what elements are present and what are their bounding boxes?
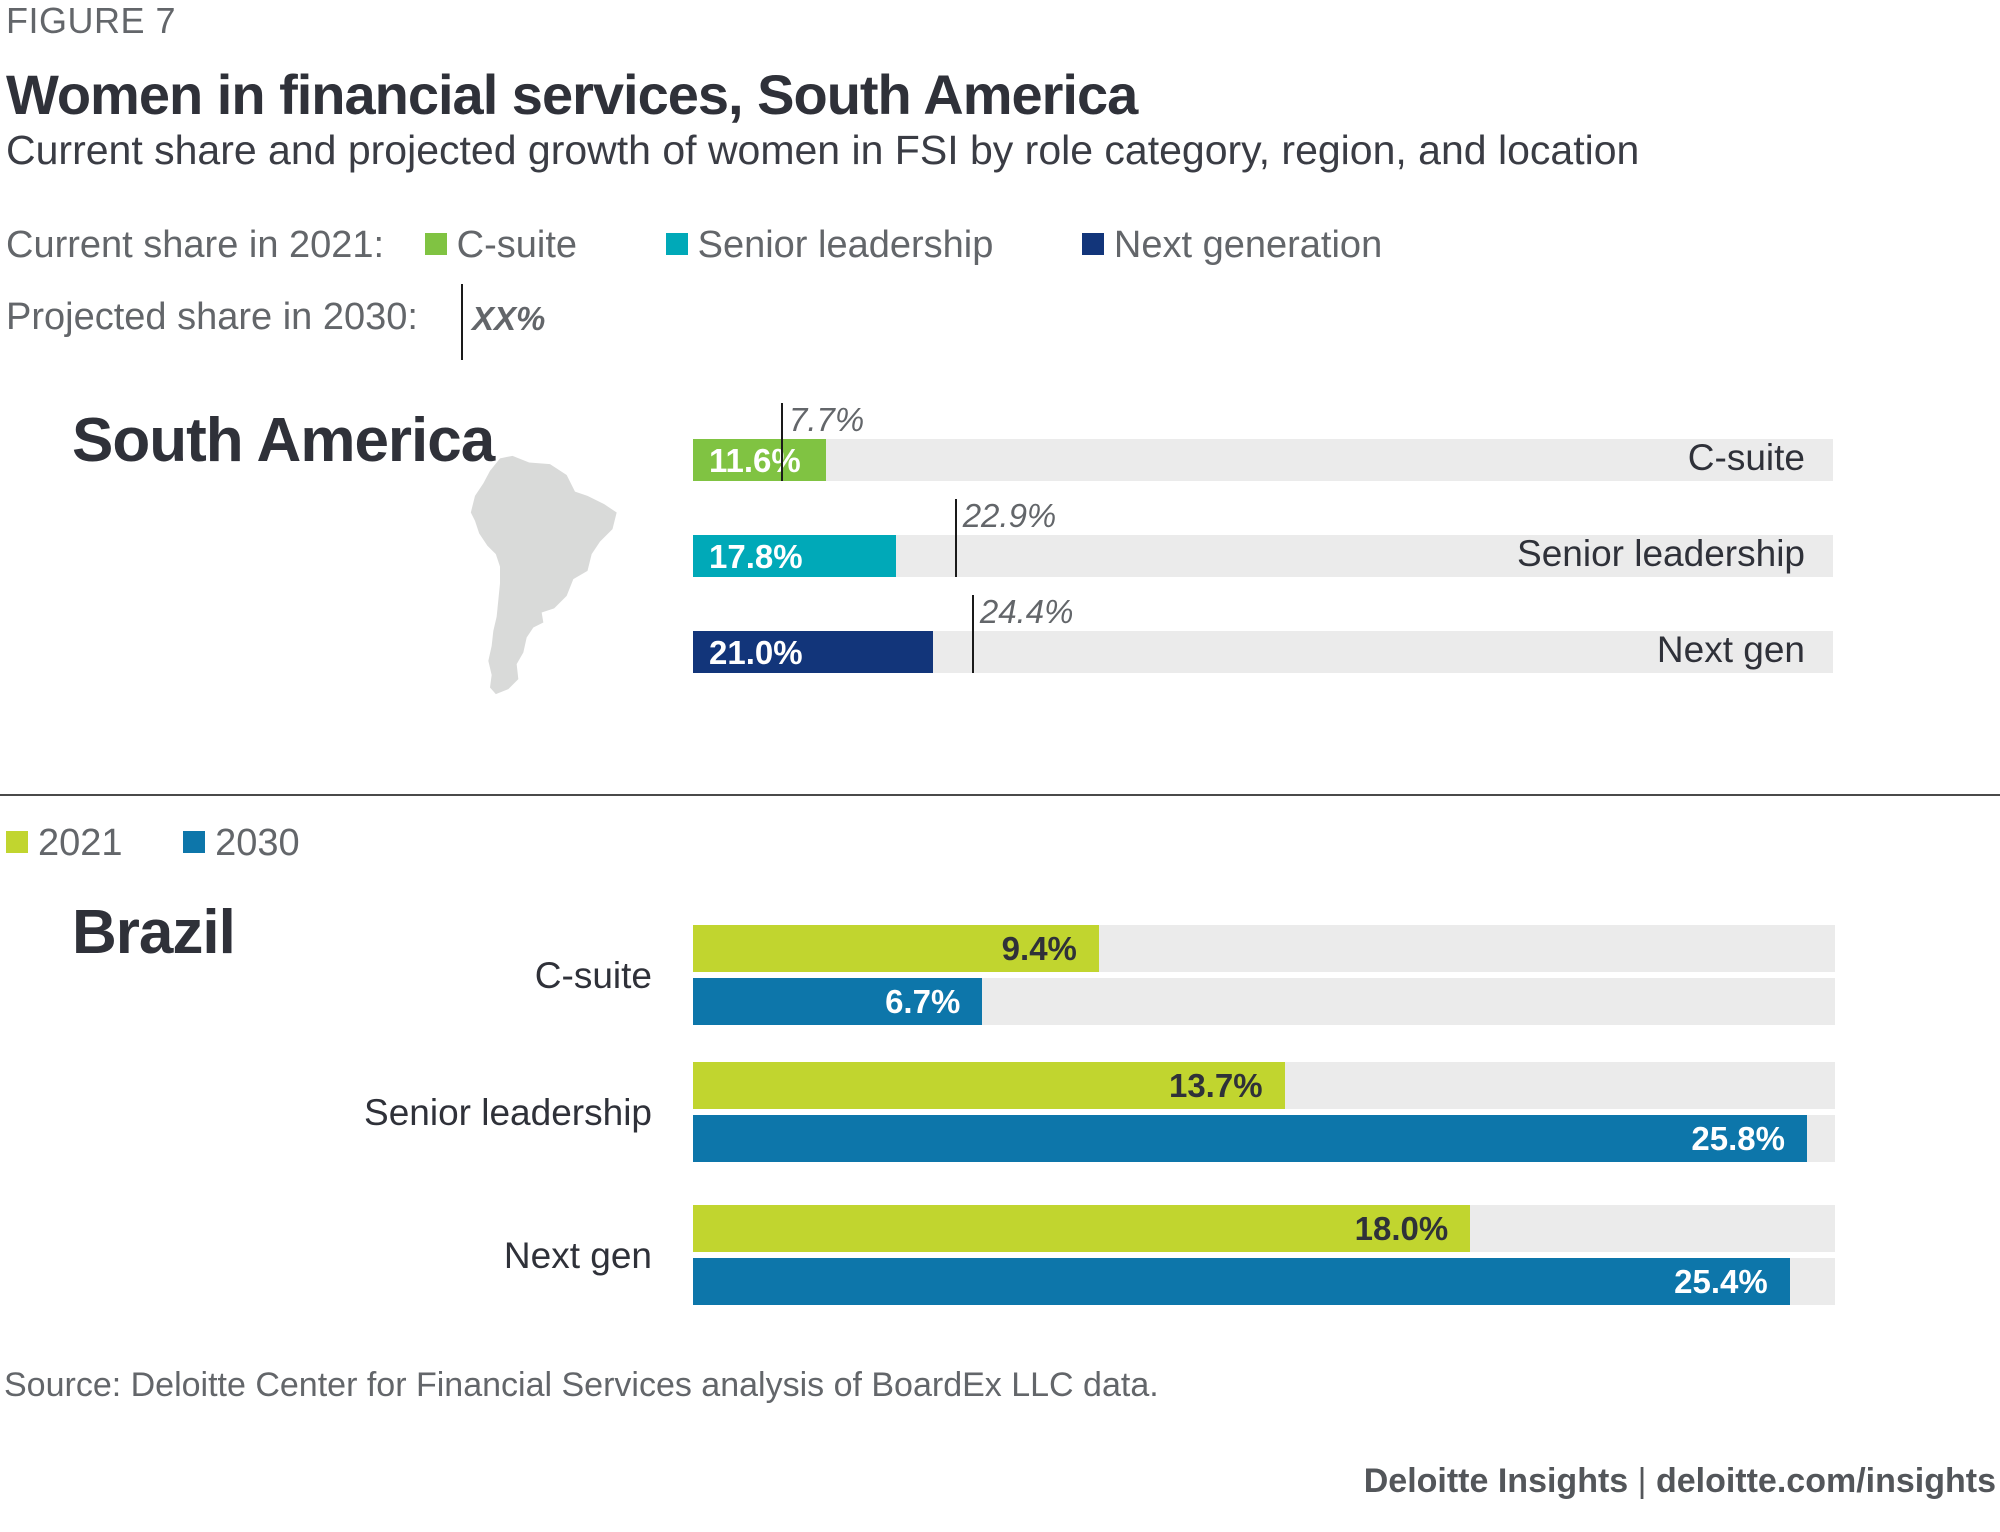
legend-projected-tick xyxy=(461,284,463,360)
projected-label-senior-leadership: 22.9% xyxy=(962,497,1057,534)
legend-item-senior-leadership: Senior leadership xyxy=(665,224,993,267)
bar-value-current-senior-leadership: 17.8% xyxy=(709,538,803,575)
credit-url[interactable]: deloitte.com/insights xyxy=(1655,1462,1996,1500)
projected-tick-c-suite xyxy=(781,403,783,481)
credit-line: Deloitte Insights | deloitte.com/insight… xyxy=(1364,1462,1996,1501)
bar-value-current-c-suite: 11.6% xyxy=(709,442,801,479)
legend-swatch-next-generation xyxy=(1081,232,1104,255)
track-label-next-gen: Next gen xyxy=(1656,629,1805,670)
legend-item-next-generation: Next generation xyxy=(1081,224,1382,267)
bar-next-gen-2021 xyxy=(693,1205,1471,1252)
bar-value-c-suite-2030: 6.7% xyxy=(885,983,961,1020)
projected-label-next-gen: 24.4% xyxy=(979,593,1074,630)
bar-current-next-gen xyxy=(693,631,933,673)
bar-senior-leadership-2030 xyxy=(693,1115,1807,1162)
projected-tick-senior-leadership xyxy=(954,499,957,577)
category-label-next-gen: Next gen xyxy=(503,1235,652,1276)
bar-value-c-suite-2021: 9.4% xyxy=(1001,930,1077,967)
credit-separator: | xyxy=(1637,1462,1647,1500)
track-c-suite xyxy=(693,439,1833,481)
legend-current: Current share in 2021: C-suite Senior le… xyxy=(6,224,1460,267)
source-note: Source: Deloitte Center for Financial Se… xyxy=(4,1366,1159,1404)
legend-projected-sample: XX% xyxy=(472,300,546,337)
track-label-senior-leadership: Senior leadership xyxy=(1517,533,1805,574)
legend-item-2021: 2021 xyxy=(6,822,123,865)
legend-swatch-2021 xyxy=(6,830,28,853)
region-name-south-america: South America xyxy=(72,406,495,475)
track-label-c-suite: C-suite xyxy=(1687,437,1805,478)
bar-c-suite-2030 xyxy=(693,978,983,1025)
bar-value-senior-leadership-2021: 13.7% xyxy=(1168,1067,1263,1104)
bar-c-suite-2021 xyxy=(693,925,1099,972)
legend-swatch-c-suite xyxy=(424,232,447,255)
bar-value-next-gen-2021: 18.0% xyxy=(1354,1210,1449,1247)
region-name-brazil: Brazil xyxy=(72,898,236,967)
bar-value-senior-leadership-2030: 25.8% xyxy=(1691,1120,1785,1157)
figure-label: FIGURE 7 xyxy=(6,0,177,41)
chart-title: Women in financial services, South Ameri… xyxy=(6,63,1138,126)
bar-next-gen-2030 xyxy=(693,1258,1790,1305)
bar-value-next-gen-2030: 25.4% xyxy=(1674,1263,1768,1300)
legend-item-2030: 2030 xyxy=(183,822,300,865)
legend-years: 2021 2030 xyxy=(6,822,378,865)
credit-brand: Deloitte Insights xyxy=(1363,1462,1629,1500)
legend-swatch-senior-leadership xyxy=(665,232,688,255)
bar-current-senior-leadership xyxy=(693,535,897,577)
legend-projected-label: Projected share in 2030: xyxy=(6,296,418,338)
projected-label-c-suite: 7.7% xyxy=(789,401,865,438)
chart-subtitle: Current share and projected growth of wo… xyxy=(6,127,1640,173)
legend-item-c-suite: C-suite xyxy=(424,224,577,267)
section-divider xyxy=(0,794,2000,796)
category-label-c-suite: C-suite xyxy=(534,955,652,996)
bar-value-current-next-gen: 21.0% xyxy=(709,634,803,671)
category-label-senior-leadership: Senior leadership xyxy=(364,1092,652,1133)
south-america-map-icon xyxy=(470,455,617,695)
bar-senior-leadership-2021 xyxy=(693,1062,1285,1109)
legend-swatch-2030 xyxy=(183,830,206,853)
projected-tick-next-gen xyxy=(971,595,974,673)
bar-current-c-suite xyxy=(693,439,826,481)
legend-current-label: Current share in 2021: xyxy=(6,224,385,266)
